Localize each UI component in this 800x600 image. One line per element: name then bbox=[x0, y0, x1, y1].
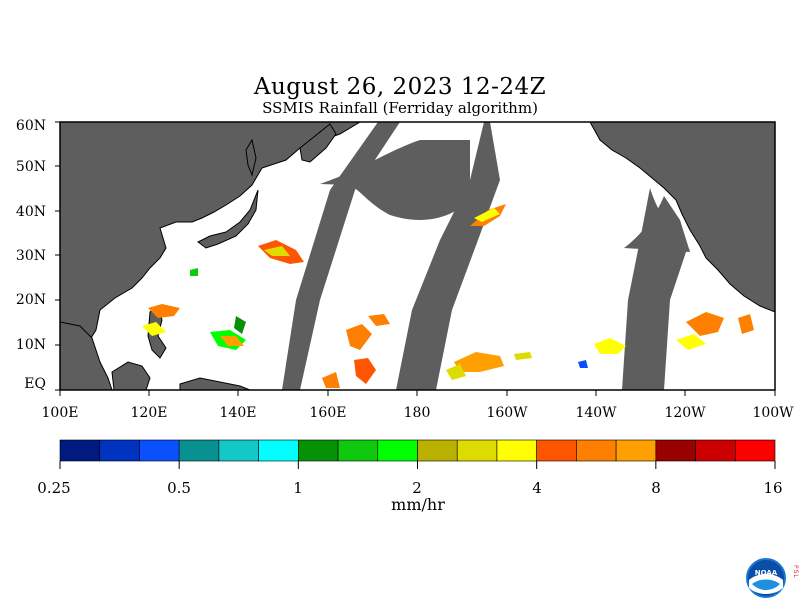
land-kamchatka bbox=[299, 123, 337, 163]
land-sakhalin bbox=[245, 138, 257, 177]
lat-label-10n: 10N bbox=[15, 337, 46, 353]
lon-label-160e: 160E bbox=[309, 405, 347, 421]
lat-label-50n: 50N bbox=[15, 159, 46, 175]
map-title: August 26, 2023 12-24Z bbox=[253, 74, 547, 100]
lat-label-40n: 40N bbox=[15, 204, 46, 220]
map-subtitle: SSMIS Rainfall (Ferriday algorithm) bbox=[262, 99, 538, 117]
lon-label-140e: 140E bbox=[219, 405, 257, 421]
land-japan bbox=[197, 189, 259, 249]
lat-label-eq: EQ bbox=[24, 376, 46, 392]
psl-letters: PSL bbox=[792, 565, 799, 579]
colorbar-swatch bbox=[615, 439, 657, 462]
colorbar-swatch bbox=[695, 439, 736, 462]
colorbar-swatch bbox=[734, 439, 776, 462]
swath-gap-1 bbox=[282, 122, 400, 390]
colorbar-label-1: 1 bbox=[293, 479, 303, 497]
lon-label-180: 180 bbox=[403, 405, 431, 421]
colorbar-swatch bbox=[456, 439, 498, 462]
colorbar-swatch bbox=[377, 439, 418, 462]
colorbar-swatch bbox=[417, 439, 458, 462]
noaa-logo-text: NOAA bbox=[755, 569, 778, 577]
colorbar-swatch bbox=[655, 439, 696, 462]
colorbar-swatch bbox=[59, 439, 101, 462]
colorbar-label-8: 8 bbox=[651, 479, 661, 497]
lat-label-20n: 20N bbox=[15, 292, 46, 308]
colorbar-label-0-25: 0.25 bbox=[37, 479, 71, 497]
colorbar-swatch bbox=[218, 439, 259, 462]
colorbar bbox=[59, 439, 776, 469]
colorbar-swatch bbox=[536, 439, 577, 462]
lat-label-60n: 60N bbox=[15, 118, 46, 134]
colorbar-swatch bbox=[178, 439, 220, 462]
lon-label-120w: 120W bbox=[664, 405, 706, 421]
colorbar-label-16: 16 bbox=[763, 479, 783, 497]
land-borneo bbox=[111, 361, 151, 390]
colorbar-label-2: 2 bbox=[412, 479, 422, 497]
colorbar-swatch bbox=[99, 439, 140, 462]
colorbar-swatch bbox=[576, 439, 617, 462]
colorbar-label-4: 4 bbox=[532, 479, 542, 497]
lon-label-120e: 120E bbox=[130, 405, 168, 421]
lon-label-100e: 100E bbox=[41, 405, 79, 421]
rain-cells bbox=[142, 204, 754, 388]
colorbar-swatch bbox=[258, 439, 299, 462]
colorbar-swatch bbox=[298, 439, 339, 462]
swath-gap-2 bbox=[396, 122, 500, 390]
colorbar-swatch bbox=[496, 439, 537, 462]
land-indochina bbox=[60, 321, 113, 390]
swath-gap-3 bbox=[320, 140, 470, 220]
psl-side-text: PSL bbox=[791, 565, 799, 582]
colorbar-label-0-5: 0.5 bbox=[167, 479, 191, 497]
lon-label-100w: 100W bbox=[752, 405, 794, 421]
land-north-america bbox=[589, 122, 775, 313]
colorbar-swatch bbox=[337, 439, 379, 462]
colorbar-units: mm/hr bbox=[391, 495, 445, 514]
swath-gap-5 bbox=[624, 196, 690, 252]
land-newguinea bbox=[179, 377, 251, 390]
lon-label-140w: 140W bbox=[575, 405, 617, 421]
noaa-logo: NOAA bbox=[746, 558, 786, 598]
lat-label-30n: 30N bbox=[15, 248, 46, 264]
colorbar-swatch bbox=[139, 439, 180, 462]
lon-label-160w: 160W bbox=[486, 405, 528, 421]
